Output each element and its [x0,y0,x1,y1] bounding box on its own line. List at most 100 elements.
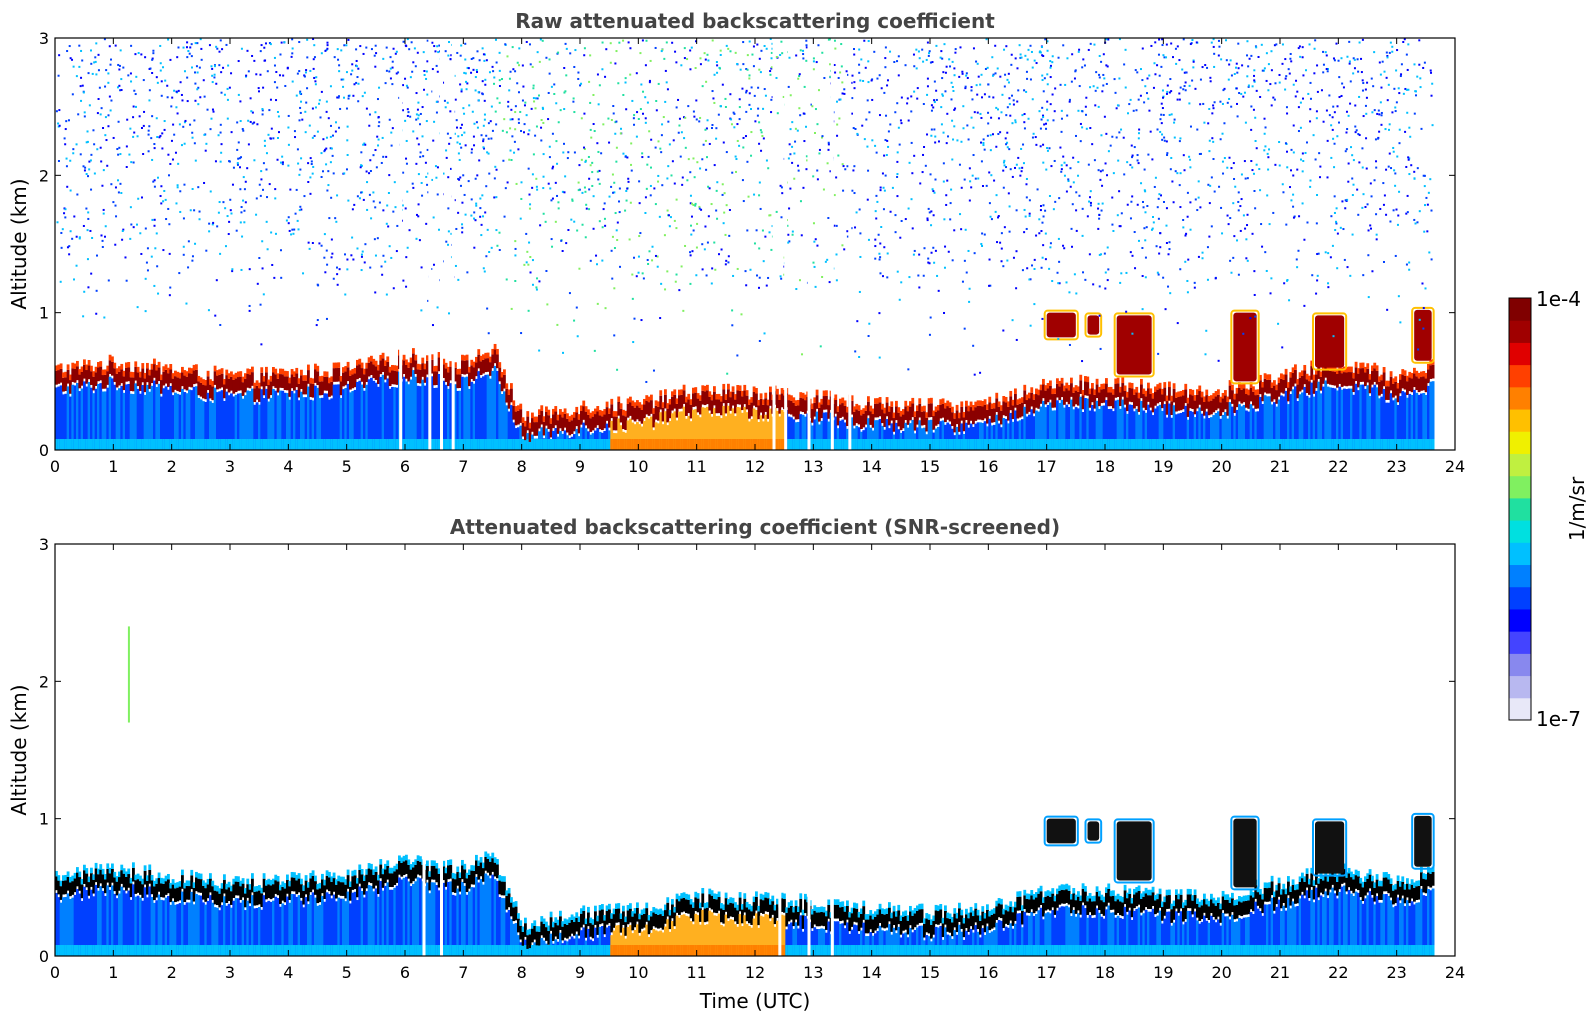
heatmap-cell [300,375,303,389]
heatmap-cell [335,439,338,450]
heatmap-cell [928,50,931,53]
heatmap-cell [81,84,84,87]
heatmap-cell [1189,394,1192,409]
heatmap-cell [820,404,824,419]
heatmap-cell [1309,108,1312,111]
heatmap-cell [345,168,348,171]
heatmap-cell [1092,85,1095,88]
heatmap-cell [177,89,180,92]
heatmap-cell [467,180,470,183]
heatmap-cell [1299,126,1302,129]
heatmap-cell [471,110,474,113]
heatmap-cell [1168,381,1171,388]
heatmap-cell [971,174,974,177]
heatmap-cell [459,184,462,187]
heatmap-cell [1328,94,1331,97]
heatmap-cell [729,391,733,398]
heatmap-cell [1060,170,1063,173]
heatmap-cell [897,439,901,450]
heatmap-cell [267,401,271,450]
heatmap-cell [1128,382,1132,389]
heatmap-cell [406,86,409,89]
heatmap-cell [1315,439,1318,450]
heatmap-cell [179,81,182,84]
heatmap-cell [1189,125,1192,128]
heatmap-cell [71,439,75,450]
heatmap-cell [377,439,380,450]
heatmap-cell [1184,81,1187,84]
heatmap-cell [390,256,393,259]
heatmap-cell [972,404,975,411]
heatmap-cell [1268,374,1272,380]
heatmap-cell [769,439,772,450]
heatmap-cell [1424,439,1428,450]
heatmap-cell [580,405,583,411]
heatmap-cell [445,156,448,159]
heatmap-cell [209,190,212,193]
heatmap-cell [951,259,954,262]
heatmap-cell [805,168,808,171]
heatmap-cell [1147,404,1150,450]
heatmap-cell [470,57,473,60]
heatmap-cell [1144,396,1148,411]
heatmap-cell [1281,346,1284,349]
heatmap-cell [1107,439,1111,450]
heatmap-cell [668,404,672,419]
heatmap-cell [169,162,172,165]
heatmap-cell [1373,362,1377,369]
heatmap-cell [912,53,915,56]
heatmap-cell [153,185,156,188]
heatmap-cell [1413,170,1416,173]
heatmap-cell [192,364,196,371]
heatmap-cell [73,368,77,383]
heatmap-cell [136,372,140,387]
heatmap-cell [286,376,289,391]
heatmap-cell [822,390,826,397]
heatmap-cell [569,52,572,55]
heatmap-cell [425,70,428,73]
heatmap-cell [97,367,100,382]
heatmap-cell [1427,363,1430,370]
heatmap-cell [136,306,139,309]
heatmap-cell [1154,439,1157,450]
heatmap-cell [1255,89,1258,92]
heatmap-cell [101,369,105,376]
heatmap-cell [1211,112,1214,115]
heatmap-cell [627,41,630,44]
heatmap-cell [331,154,334,157]
heatmap-cell [1301,202,1304,205]
heatmap-cell [954,107,957,110]
heatmap-cell [1282,396,1286,450]
heatmap-cell [1030,50,1033,53]
heatmap-cell [792,439,796,450]
heatmap-cell [526,411,530,417]
heatmap-cell [860,415,863,429]
heatmap-cell [456,374,460,389]
heatmap-cell [738,407,742,450]
heatmap-cell [279,161,282,164]
heatmap-cell [1286,112,1289,115]
heatmap-cell [365,368,369,383]
heatmap-cell [787,439,791,450]
heatmap-cell [630,142,633,145]
heatmap-cell [941,403,945,418]
heatmap-cell [1212,45,1215,48]
heatmap-cell [418,239,421,242]
heatmap-cell [364,243,367,246]
heatmap-cell [928,262,931,265]
heatmap-cell [720,401,723,416]
heatmap-cell [1284,58,1287,61]
heatmap-cell [896,60,899,63]
heatmap-cell [182,245,185,248]
heatmap-cell [990,218,993,221]
heatmap-cell [625,189,628,192]
heatmap-cell [1052,208,1055,211]
heatmap-cell [330,398,334,450]
heatmap-cell [1289,186,1292,189]
heatmap-cell [350,254,353,257]
heatmap-cell [614,132,617,135]
heatmap-cell [1263,439,1267,450]
heatmap-cell [1044,390,1048,405]
heatmap-cell [1051,439,1055,450]
